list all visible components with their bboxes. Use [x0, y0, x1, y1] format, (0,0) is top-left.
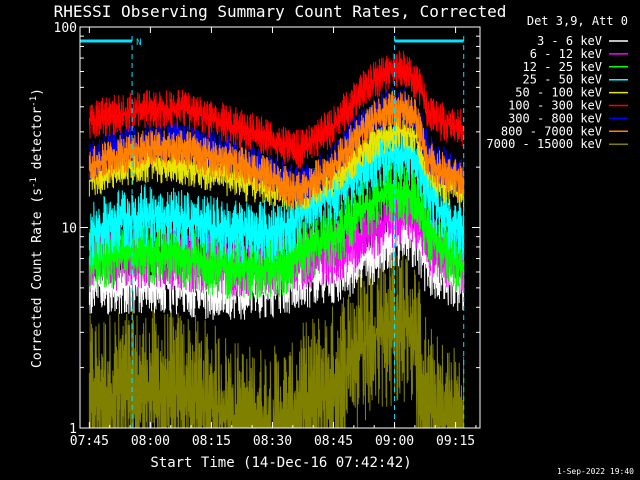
x-tick-label: 08:15 — [192, 434, 231, 449]
chart-title: RHESSI Observing Summary Count Rates, Co… — [54, 2, 507, 21]
data-layer — [88, 50, 465, 430]
interval-layer: N — [80, 36, 465, 428]
x-tick-label: 08:30 — [253, 434, 292, 449]
x-axis: 07:45 08:00 08:15 08:30 08:45 09:00 09:15 — [70, 27, 477, 449]
legend-header: Det 3,9, Att 0 — [527, 14, 628, 28]
x-tick-label: 08:45 — [314, 434, 353, 449]
series-7000-15000-kev — [88, 241, 465, 430]
series-trace — [88, 120, 465, 266]
y-tick-label: 1 — [69, 422, 77, 437]
legend-label: 300 - 800 keV — [508, 111, 602, 125]
y-axis-label: Corrected Count Rate (s-1 detector-1) — [29, 88, 45, 368]
series-800-7000-kev — [88, 90, 465, 210]
x-tick-label: 09:00 — [375, 434, 414, 449]
y-axis-label-sup1: -1 — [29, 177, 39, 188]
x-tick-label: 08:00 — [131, 434, 170, 449]
legend-label: 100 - 300 keV — [508, 99, 602, 113]
x-tick-label: 07:45 — [70, 434, 109, 449]
series-trace — [88, 241, 465, 430]
series-trace — [88, 50, 465, 169]
legend-label: 6 - 12 keV — [530, 47, 602, 61]
x-tick-label: 09:15 — [436, 434, 475, 449]
legend-label: 3 - 6 keV — [537, 34, 602, 48]
y-tick-label: 10 — [61, 222, 77, 237]
series-trace — [88, 159, 465, 300]
x-axis-label: Start Time (14-Dec-16 07:42:42) — [150, 455, 411, 471]
legend-label: 25 - 50 keV — [523, 73, 602, 87]
legend-label: 800 - 7000 keV — [501, 124, 602, 138]
legend-label: 12 - 25 keV — [523, 60, 602, 74]
footer-date: 1-Sep-2022 19:40 — [557, 467, 634, 476]
y-tick-label: 100 — [54, 21, 77, 36]
legend-label: 7000 - 15000 keV — [486, 137, 602, 151]
y-axis-label-end: ) — [30, 88, 45, 96]
legend-label: 50 - 100 keV — [515, 86, 602, 100]
series-12-25-kev — [88, 159, 465, 300]
series-25-50-kev — [88, 120, 465, 266]
y-axis-label-mid: detector — [30, 107, 45, 178]
y-axis: 1 10 100 — [54, 21, 480, 437]
y-axis-label-sup2: -1 — [29, 96, 39, 107]
series-trace — [88, 90, 465, 210]
series-100-300-kev — [88, 50, 465, 169]
interval-label: N — [136, 38, 141, 48]
y-axis-label-main: Corrected Count Rate (s — [30, 188, 45, 368]
